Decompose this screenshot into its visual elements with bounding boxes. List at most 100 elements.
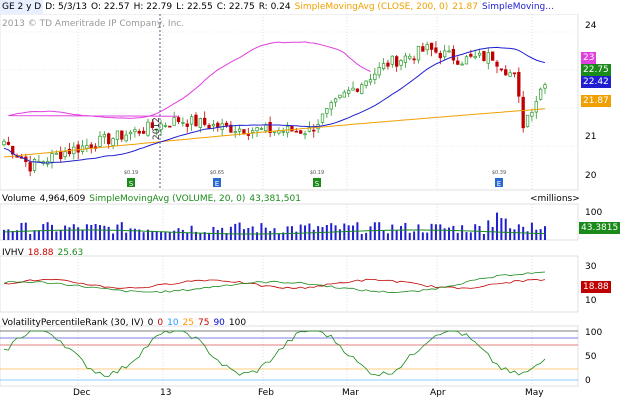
- volume-bar: [334, 225, 337, 240]
- x-label-may: May: [525, 388, 544, 398]
- volume-bar: [194, 231, 197, 240]
- candle-body: [538, 88, 543, 100]
- candle-body: [534, 101, 538, 113]
- candle-body: [355, 88, 360, 92]
- volume-bar: [474, 224, 477, 240]
- sma2-label[interactable]: SimpleMoving...: [482, 2, 554, 12]
- candle-body: [237, 128, 242, 132]
- volume-bar: [544, 226, 546, 240]
- candle-body: [364, 80, 368, 86]
- volume-bar: [29, 233, 32, 240]
- candle-body: [233, 131, 237, 134]
- sma-label[interactable]: SimpleMovingAvg (CLOSE, 200, 0): [294, 2, 449, 12]
- candle-body: [429, 42, 434, 50]
- marker-label-0: S: [129, 180, 134, 188]
- volume-bar: [116, 224, 119, 240]
- volume-bar: [208, 232, 211, 240]
- candle-body: [251, 130, 255, 133]
- candle-body: [137, 130, 141, 134]
- candle-body: [386, 62, 390, 67]
- candle-body: [517, 71, 521, 97]
- volume-bar: [199, 233, 202, 240]
- candle-body: [11, 145, 15, 155]
- candle-body: [203, 117, 207, 125]
- volume-sma-value: 43,381,501: [249, 194, 301, 204]
- volume-sma-label[interactable]: SimpleMovingAvg (VOLUME, 20, 0): [89, 194, 246, 204]
- candle-body: [85, 145, 89, 149]
- candle-body: [259, 127, 264, 130]
- marker-2: [313, 178, 321, 187]
- price-header: GE 2 y D D: 5/3/13 O: 22.57 H: 22.79 L: 22.5…: [0, 0, 580, 14]
- vpr-line: [3, 330, 546, 377]
- panel-frame-3: [0, 325, 579, 387]
- volume-bar: [155, 231, 158, 240]
- vpr-label[interactable]: VolatilityPercentileRank (30, IV): [2, 318, 144, 328]
- volume-bar: [526, 231, 529, 240]
- candle-body: [342, 91, 346, 98]
- volume-bar: [120, 222, 123, 240]
- x-label-13: 13: [160, 388, 172, 398]
- volume-bar: [181, 229, 184, 240]
- candle-body: [299, 130, 303, 134]
- sma50-badge: 22.42: [581, 76, 611, 88]
- volume-bar: [338, 229, 341, 240]
- volume-label[interactable]: Volume: [2, 194, 36, 204]
- candle-body: [373, 73, 377, 80]
- volume-bar: [142, 232, 145, 240]
- candle-body: [395, 56, 399, 67]
- volume-bar: [469, 232, 472, 240]
- candle-body: [381, 63, 386, 70]
- volume-bar: [400, 226, 403, 240]
- volume-bar: [64, 225, 67, 240]
- volume-bar: [125, 232, 128, 240]
- volume-bar: [496, 212, 499, 240]
- symbol-label[interactable]: GE 2 y D: [0, 0, 44, 14]
- candle-body: [473, 55, 477, 59]
- volume-header: Volume 4,964,609 SimpleMovingAvg (VOLUME, …: [0, 192, 580, 206]
- candle-body: [211, 123, 216, 127]
- vpr-level-0b: 0: [157, 318, 164, 328]
- volume-tick-100: 100: [585, 208, 603, 218]
- volume-bar: [430, 223, 433, 240]
- volume-bar: [151, 230, 154, 240]
- hv-line: [3, 271, 546, 294]
- candle-body: [229, 124, 233, 133]
- volume-bar: [107, 226, 110, 240]
- volume-bar: [55, 231, 58, 240]
- volume-bar: [251, 226, 254, 240]
- volume-bar: [391, 224, 394, 240]
- candle-body: [102, 134, 106, 138]
- volume-bar: [330, 223, 333, 240]
- candle-body: [438, 52, 442, 59]
- volume-bar: [413, 231, 416, 240]
- volume-bar: [487, 220, 490, 240]
- volume-value: 4,964,609: [39, 194, 86, 204]
- hv-value: 25.63: [57, 248, 84, 258]
- vpr-level-0: 0: [147, 318, 154, 328]
- volume-bar: [448, 227, 451, 240]
- volume-bar: [94, 223, 97, 240]
- volume-bar: [90, 224, 93, 240]
- candle-body: [80, 145, 85, 152]
- candle-body: [421, 46, 425, 52]
- candle-body: [54, 152, 59, 155]
- candle-body: [451, 49, 456, 61]
- candle-body: [107, 133, 111, 145]
- candle-body: [412, 58, 416, 61]
- candle-body: [543, 84, 547, 89]
- volume-bar: [203, 232, 206, 240]
- price-tick-21: 21: [585, 132, 597, 142]
- candle-body: [307, 127, 312, 132]
- volume-bar: [186, 232, 189, 240]
- volume-bar: [522, 226, 525, 240]
- volume-bar: [373, 222, 376, 240]
- ivhv-label[interactable]: IVHV: [2, 248, 24, 258]
- candle-body: [198, 118, 202, 128]
- vpr-tick-100: 100: [585, 328, 603, 338]
- vpr-level-25: 25: [182, 318, 194, 328]
- candle-body: [63, 151, 67, 157]
- volume-bar: [517, 224, 520, 240]
- panel-frame-1: [0, 203, 579, 241]
- candle-body: [338, 94, 342, 98]
- candle-body: [482, 51, 486, 61]
